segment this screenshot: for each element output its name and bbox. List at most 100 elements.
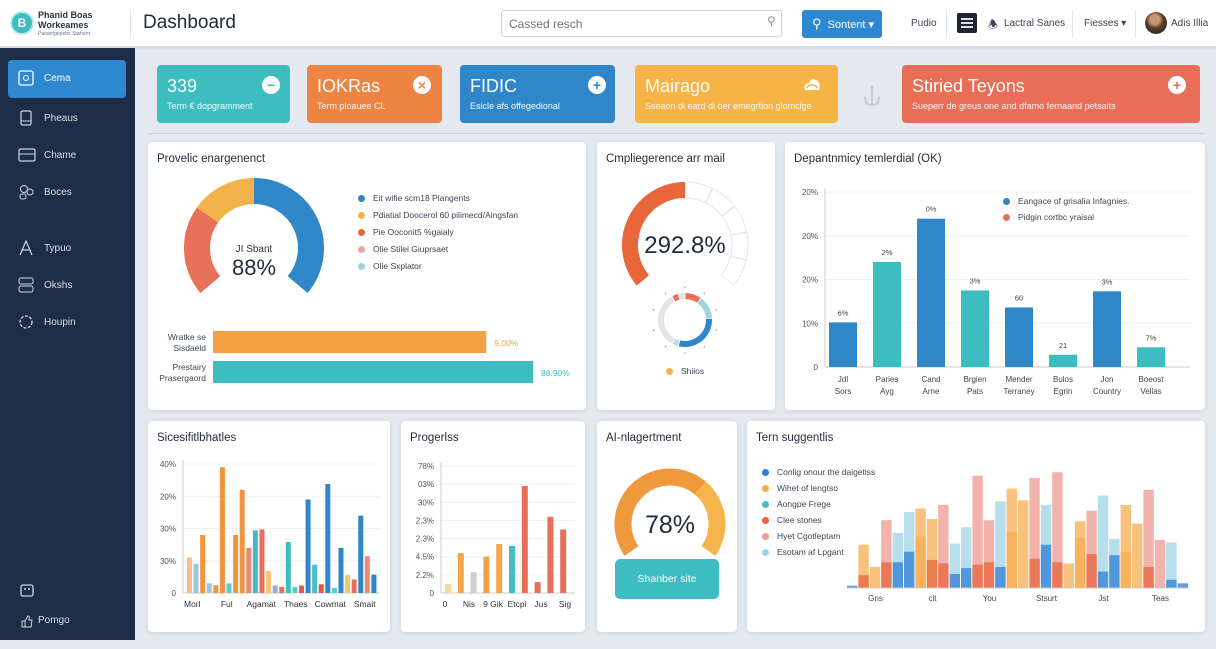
user-name[interactable]: Adis Illia (1171, 18, 1209, 29)
sidebar-item-houpin[interactable]: Houpin (8, 304, 126, 342)
plus-circle-icon[interactable]: + (588, 76, 606, 94)
stat-subtitle: Esicle afs offegedional (470, 101, 560, 111)
legend-label: Conlig onour the daigetiss (777, 467, 876, 477)
close-circle-icon[interactable]: × (413, 76, 431, 94)
donut-center-value: 88% (232, 255, 276, 280)
bar (1063, 563, 1074, 588)
stat-card[interactable]: 339 Term € dopgramment − (157, 65, 290, 123)
x-tick-label: Sors (835, 387, 851, 396)
legend-item: Shiios (666, 366, 704, 376)
divider (1072, 10, 1073, 38)
notifications-link[interactable]: Lactral Sanes (1004, 18, 1066, 29)
hbar (213, 331, 487, 353)
bar (847, 585, 858, 588)
sidebar-item-label: Pheaus (44, 113, 78, 124)
ring-tick (703, 345, 706, 348)
sidebar-item-label: Houpin (44, 317, 76, 328)
text-icon (19, 240, 33, 256)
sidebar-item-okshs[interactable]: Okshs (8, 267, 126, 305)
bar (547, 516, 554, 593)
menu-icon[interactable] (957, 13, 977, 33)
x-tick-label: Mender (1005, 375, 1032, 384)
sidebar-item-label: Pomgo (38, 615, 70, 626)
x-tick-label: Terraney (1003, 387, 1034, 396)
bar (869, 566, 881, 588)
bar (285, 542, 291, 593)
x-tick-label: Egrin (1054, 387, 1073, 396)
sidebar-item-pomgo[interactable]: Pomgo (10, 611, 128, 649)
bar (1029, 478, 1040, 588)
bar (858, 575, 869, 588)
x-tick-label: Gns (868, 594, 883, 603)
department-panel: Depantnmicy temlerdial (OK) 0 10% 20% 20% 20… (785, 142, 1205, 410)
sidebar-item-typuo[interactable]: Typuo (8, 230, 126, 268)
engagement-panel: Provelic enargenenct JI Sbant 88% Wratke s… (148, 142, 586, 410)
sidebar-item-label: Cema (44, 73, 71, 84)
robot-icon[interactable] (20, 583, 34, 597)
fiesses-dropdown[interactable]: Fiesses ▾ (1084, 18, 1127, 29)
bar (560, 529, 567, 593)
x-tick-label: 9 Gik (483, 599, 504, 609)
cloud-icon[interactable] (802, 75, 822, 93)
stat-card[interactable]: FIDIC Esicle afs offegedional + (460, 65, 615, 123)
bar (1075, 537, 1086, 588)
bar (200, 534, 206, 593)
sidebar-item-chame[interactable]: Chame (8, 137, 126, 175)
legend-label: Esotam af Lpgant (777, 547, 844, 557)
gauge-fill (622, 182, 686, 286)
search-icon: ⚲ (812, 16, 822, 31)
ring-segment (697, 298, 712, 319)
panel-title: AI-nlagertment (606, 432, 682, 444)
pudio-link[interactable]: Pudio (911, 18, 937, 29)
anchor-icon[interactable] (863, 84, 881, 108)
x-tick-label: Jdl (838, 375, 848, 384)
sidebar-item-label: Boces (44, 187, 72, 198)
legend-label: Pdiatial Doocerol 60 pilimecd/Aingsfan (373, 210, 519, 220)
legend-swatch (762, 469, 769, 476)
minus-circle-icon[interactable]: − (262, 76, 280, 94)
donut-segment (253, 178, 324, 293)
sidebar-item-label: Typuo (44, 243, 72, 254)
legend-label: Eangace of grisalia Infagnies. (1018, 196, 1130, 206)
page-title: Dashboard (143, 12, 236, 33)
bar (1097, 495, 1109, 588)
y-tick-label: 20% (160, 492, 176, 501)
legend-swatch (762, 533, 769, 540)
bar (904, 551, 915, 588)
sidebar-item-pheaus[interactable]: Pheaus (8, 100, 126, 138)
x-tick-label: Thaes (284, 599, 308, 609)
sidebar-item-boces[interactable]: Boces (8, 174, 126, 212)
search-icon[interactable]: ⚲ (767, 14, 776, 28)
sidebar-item-cema[interactable]: Cema (8, 60, 126, 98)
hbar-label: Prestairy (172, 362, 206, 372)
stat-card[interactable]: Stiried Teyons Sueperr de greus one and … (902, 65, 1200, 123)
bar (881, 520, 892, 588)
avatar[interactable] (1145, 12, 1167, 34)
donut-segment (184, 207, 221, 293)
content-dropdown-button[interactable]: ⚲ Sontent ▾ (802, 10, 882, 38)
x-tick-label: Morl (184, 599, 201, 609)
bar (358, 515, 364, 593)
bar (917, 218, 945, 367)
legend-label: Aongpe Frege (777, 499, 831, 509)
bar (926, 518, 938, 588)
share-site-button[interactable]: Shanber site (615, 559, 719, 599)
plus-circle-icon[interactable]: + (1168, 76, 1186, 94)
y-tick-label: 10% (802, 319, 818, 328)
bar (972, 475, 983, 588)
bar (938, 563, 949, 588)
bell-icon[interactable]: 🕭 (988, 19, 998, 31)
x-tick-label: Nis (463, 599, 475, 609)
y-tick-label: 30% (418, 498, 434, 507)
search-input[interactable] (501, 10, 782, 37)
legend-label: Olie Sxplator (373, 261, 422, 271)
stat-card[interactable]: Mairago Sseaon di eard di oer emegrtion … (635, 65, 838, 123)
ring-tick (703, 292, 706, 295)
legend-swatch (666, 368, 673, 375)
ring-segment (658, 296, 675, 344)
y-tick-label: 2.3% (416, 535, 434, 544)
bar (259, 529, 265, 593)
stat-card[interactable]: IOKRas Term ploauee CL × (307, 65, 442, 123)
gauge-track-segment (721, 256, 746, 285)
logo-icon: B (10, 11, 34, 35)
